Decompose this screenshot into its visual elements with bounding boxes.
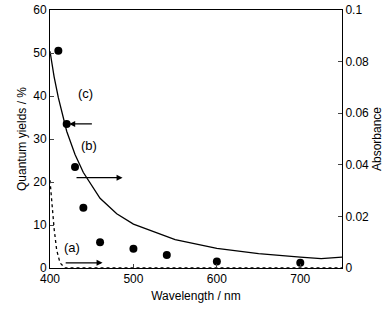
svg-text:Quantum yields / %: Quantum yields / % <box>15 87 29 191</box>
svg-text:(b): (b) <box>81 138 97 153</box>
svg-text:10: 10 <box>33 218 47 232</box>
svg-text:(a): (a) <box>64 240 80 255</box>
svg-text:0.02: 0.02 <box>345 210 369 224</box>
svg-text:600: 600 <box>207 272 227 286</box>
svg-text:(c): (c) <box>78 86 93 101</box>
svg-text:0: 0 <box>345 261 352 275</box>
svg-text:0.1: 0.1 <box>345 3 362 17</box>
svg-text:0.06: 0.06 <box>345 106 369 120</box>
svg-text:20: 20 <box>33 175 47 189</box>
svg-text:0.08: 0.08 <box>345 55 369 69</box>
svg-text:Wavelength / nm: Wavelength / nm <box>151 289 241 303</box>
svg-text:40: 40 <box>33 89 47 103</box>
svg-text:400: 400 <box>40 272 60 286</box>
svg-text:500: 500 <box>123 272 143 286</box>
svg-text:0.04: 0.04 <box>345 158 369 172</box>
svg-text:50: 50 <box>33 46 47 60</box>
svg-text:30: 30 <box>33 132 47 146</box>
svg-text:60: 60 <box>33 3 47 17</box>
svg-text:Absorbance: Absorbance <box>370 107 384 171</box>
svg-text:0: 0 <box>40 261 47 275</box>
svg-text:700: 700 <box>290 272 310 286</box>
